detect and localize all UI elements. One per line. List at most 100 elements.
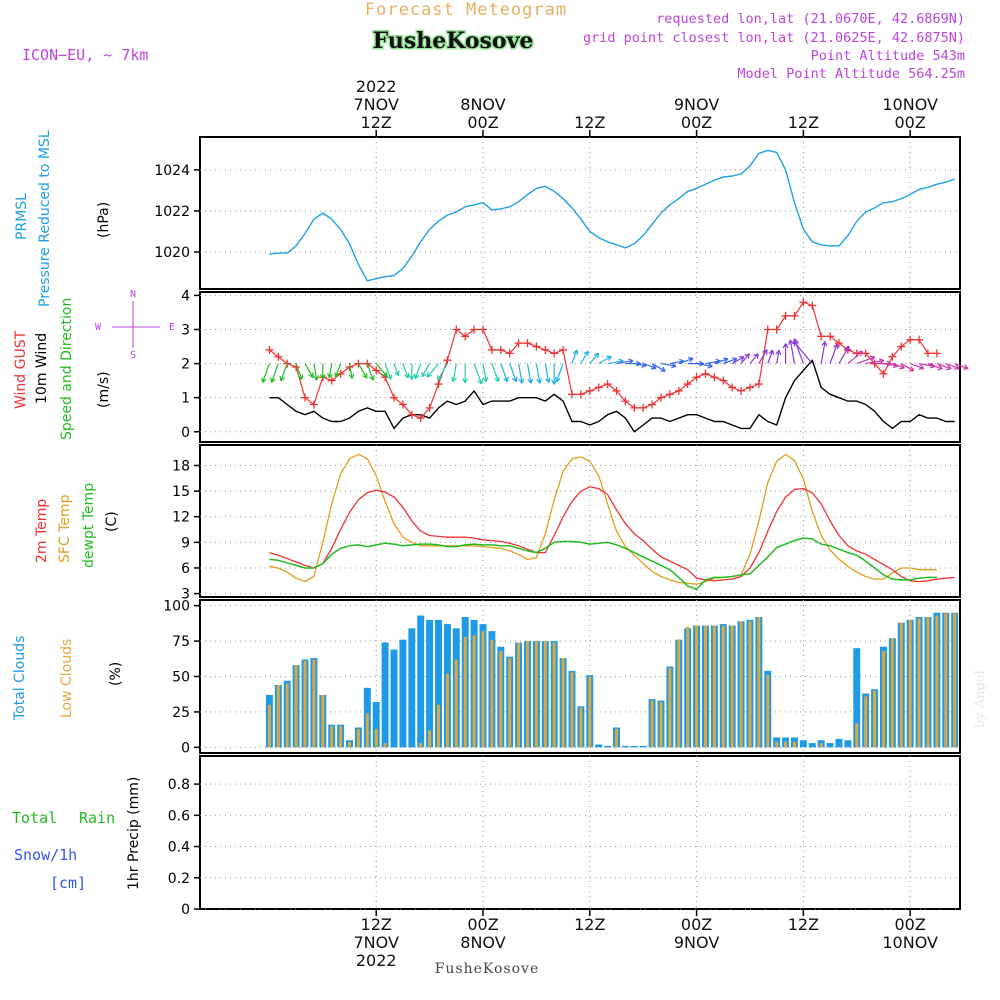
wind-direction-arrow bbox=[313, 363, 318, 381]
wind-arrow-head bbox=[908, 366, 915, 372]
wind-arrow-head bbox=[450, 376, 457, 383]
product-title: Forecast Meteogram bbox=[365, 0, 567, 20]
wind-direction-arrow bbox=[789, 339, 796, 364]
gust-point-marker bbox=[327, 376, 336, 385]
total-label: Total bbox=[12, 809, 57, 827]
wind-direction-arrow bbox=[280, 363, 288, 382]
gust-point-marker bbox=[728, 383, 737, 392]
gust-point-marker bbox=[665, 390, 674, 399]
wind-direction-arrow bbox=[909, 363, 924, 370]
wind-arrow-head bbox=[782, 343, 789, 349]
gust-point-marker bbox=[514, 339, 523, 348]
bottom-axis-tick-label: 7NOV bbox=[354, 933, 399, 952]
wind-arrow-head bbox=[494, 376, 500, 383]
location-title: FusheKosove bbox=[373, 28, 534, 54]
low-cloud-bar bbox=[356, 728, 360, 748]
clouds-ytick-label: 25 bbox=[172, 705, 190, 721]
gust-point-marker bbox=[461, 332, 470, 341]
wind-direction-arrow bbox=[838, 345, 850, 364]
compass-n: N bbox=[130, 289, 136, 300]
gust-point-marker bbox=[390, 393, 399, 402]
wind-direction-arrow bbox=[393, 363, 399, 376]
low-cloud-bar bbox=[748, 621, 752, 748]
wind-arrow-head bbox=[688, 357, 694, 363]
wind-arrow-head bbox=[937, 364, 943, 371]
wind-direction-arrow bbox=[705, 360, 721, 365]
wind-arrow-head bbox=[918, 364, 925, 370]
requested-coords: requested lon,lat (21.0670E, 42.6869N) bbox=[656, 11, 965, 27]
wind-direction-arrow bbox=[366, 363, 374, 381]
wind-arrow-head bbox=[462, 378, 469, 384]
pressure-ytick-label: 1020 bbox=[154, 245, 190, 261]
gust-point-marker bbox=[407, 410, 416, 419]
low-cloud-bar bbox=[543, 641, 547, 748]
wind-direction-arrow bbox=[731, 356, 745, 365]
wind-arrow-head bbox=[348, 373, 355, 379]
gust-point-marker bbox=[523, 339, 532, 348]
wind-direction-arrow bbox=[892, 363, 905, 369]
bottom-axis-tick-label: 00Z bbox=[467, 915, 498, 934]
clouds-ytick-label: 50 bbox=[172, 670, 190, 686]
low-cloud-bar bbox=[445, 673, 449, 748]
total-cloud-bar bbox=[417, 615, 425, 748]
wind-direction-arrow bbox=[473, 363, 483, 385]
wind-direction-arrow bbox=[491, 363, 500, 382]
precip-ytick-label: 0.8 bbox=[168, 777, 190, 793]
wind-direction-arrow bbox=[651, 363, 666, 372]
wind-direction-arrow bbox=[820, 341, 826, 364]
wind-direction-arrow bbox=[945, 363, 960, 370]
low-cloud-bar bbox=[365, 713, 369, 748]
top-axis-tick-label: 00Z bbox=[467, 113, 498, 132]
temperature-panel: 3 6 9 12 15 18 bbox=[172, 444, 961, 603]
gust-point-marker bbox=[309, 400, 318, 409]
sfc-temp-series-line bbox=[269, 453, 937, 585]
model-altitude: Model Point Altitude 564.25m bbox=[737, 66, 965, 82]
wind-direction-arrow bbox=[678, 357, 694, 365]
wind-arrow-head bbox=[327, 372, 333, 379]
wind-arrow-head bbox=[308, 372, 314, 378]
pressure-unit: (hPa) bbox=[96, 202, 112, 238]
low-cloud-bar bbox=[276, 685, 280, 748]
gust-point-marker bbox=[274, 352, 283, 361]
gust-point-marker bbox=[772, 325, 781, 334]
wind-arrow-head bbox=[753, 353, 759, 359]
wind-arrow-head bbox=[775, 349, 782, 356]
wind-direction-arrow bbox=[402, 363, 409, 379]
low-cloud-bar bbox=[552, 642, 556, 748]
low-cloud-bar bbox=[873, 690, 877, 748]
low-cloud-bar bbox=[383, 743, 387, 748]
low-clouds-label: Low Clouds bbox=[59, 639, 75, 718]
wind-arrow-head bbox=[362, 373, 368, 379]
low-cloud-bar bbox=[793, 741, 796, 748]
gust-point-marker bbox=[906, 335, 915, 344]
wind-direction-arrow bbox=[927, 363, 943, 370]
gust-point-marker bbox=[265, 345, 274, 354]
low-cloud-bar bbox=[953, 612, 957, 748]
wind-arrow-head bbox=[426, 372, 433, 378]
low-cloud-bar bbox=[285, 683, 289, 748]
sfc-temp-label: SFC Temp bbox=[57, 494, 73, 563]
total-cloud-bar bbox=[399, 639, 407, 748]
low-cloud-bar bbox=[739, 621, 743, 748]
top-axis-tick-label: 7NOV bbox=[354, 95, 399, 114]
compass-s: S bbox=[130, 350, 136, 361]
wind-arrow-head bbox=[857, 350, 864, 357]
wind-arrow-head bbox=[738, 356, 745, 362]
wind10m-label: 10m Wind bbox=[34, 333, 50, 404]
low-cloud-bar bbox=[508, 658, 512, 748]
wind-direction-arrow bbox=[856, 356, 876, 365]
snow-label: Snow/1h bbox=[14, 846, 77, 864]
bottom-axis-tick-label: 10NOV bbox=[882, 933, 938, 952]
gust-point-marker bbox=[932, 349, 941, 358]
wind-arrow-head bbox=[722, 357, 729, 363]
total-cloud-bar bbox=[408, 628, 416, 748]
low-cloud-bar bbox=[650, 700, 654, 748]
top-axis-tick-label: 9NOV bbox=[674, 95, 719, 114]
gust-point-marker bbox=[398, 400, 407, 409]
wind-direction-arrow bbox=[696, 363, 713, 367]
total-cloud-bar bbox=[826, 743, 834, 748]
wind-arrow-head bbox=[403, 372, 410, 379]
gust-point-marker bbox=[879, 369, 888, 378]
low-cloud-bar bbox=[517, 642, 521, 748]
